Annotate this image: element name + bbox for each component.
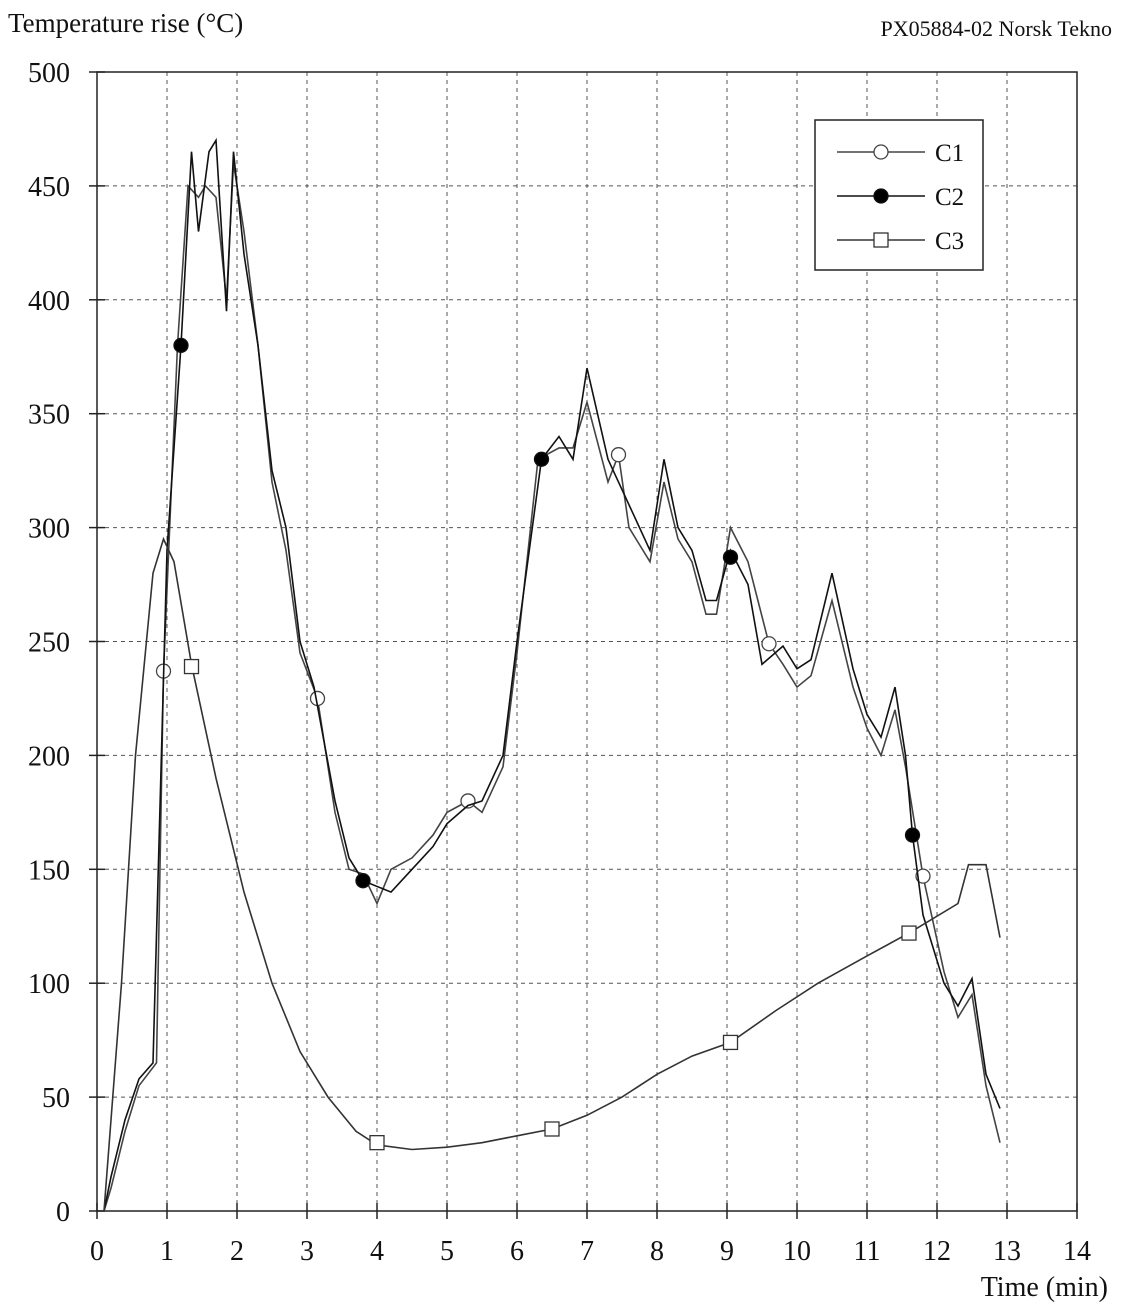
x-tick-label: 11 bbox=[854, 1236, 881, 1267]
y-tick-label: 300 bbox=[28, 514, 70, 545]
marker bbox=[915, 868, 931, 884]
y-tick-label: 100 bbox=[28, 969, 70, 1000]
marker bbox=[904, 827, 921, 843]
plot-frame bbox=[96, 71, 1078, 1212]
x-tick-label: 5 bbox=[440, 1236, 454, 1267]
x-tick-label: 13 bbox=[993, 1236, 1021, 1267]
chart-subtitle: PX05884-02 Norsk Tekno bbox=[881, 16, 1113, 41]
x-axis-label: Time (min) bbox=[981, 1272, 1108, 1303]
x-tick-label: 10 bbox=[783, 1236, 811, 1267]
legend-marker bbox=[873, 188, 889, 204]
x-tick-label: 2 bbox=[230, 1236, 244, 1267]
y-tick-label: 0 bbox=[56, 1197, 70, 1228]
series-line bbox=[103, 536, 1001, 1212]
x-tick-label: 9 bbox=[720, 1236, 734, 1267]
legend-box bbox=[814, 119, 984, 271]
marker bbox=[355, 873, 371, 889]
y-tick-label: 150 bbox=[28, 855, 70, 886]
y-tick-label: 500 bbox=[28, 58, 70, 89]
marker bbox=[369, 1135, 385, 1151]
marker bbox=[901, 925, 917, 941]
legend-label: C1 bbox=[935, 140, 964, 167]
x-tick-label: 7 bbox=[580, 1236, 594, 1267]
legend-marker bbox=[873, 144, 889, 160]
legend-marker bbox=[873, 232, 889, 248]
x-tick-label: 6 bbox=[510, 1236, 524, 1267]
marker bbox=[533, 451, 550, 467]
marker bbox=[761, 636, 777, 652]
marker bbox=[183, 658, 200, 675]
marker bbox=[722, 1034, 739, 1051]
x-tick-label: 8 bbox=[650, 1236, 664, 1267]
marker bbox=[544, 1121, 560, 1137]
marker bbox=[173, 337, 189, 354]
series-line bbox=[103, 137, 1001, 1212]
y-tick-label: 350 bbox=[28, 400, 70, 431]
legend-label: C3 bbox=[935, 228, 964, 255]
y-tick-label: 400 bbox=[28, 286, 70, 317]
x-tick-label: 1 bbox=[160, 1236, 174, 1267]
y-tick-label: 200 bbox=[28, 741, 70, 772]
marker bbox=[722, 549, 739, 565]
x-tick-label: 12 bbox=[923, 1236, 951, 1267]
y-tick-label: 50 bbox=[42, 1083, 70, 1114]
y-tick-label: 450 bbox=[28, 172, 70, 203]
chart-title: Temperature rise (°C) bbox=[8, 8, 243, 38]
legend-label: C2 bbox=[935, 184, 964, 211]
series-line bbox=[103, 162, 1001, 1212]
x-tick-label: 3 bbox=[300, 1236, 314, 1267]
x-tick-label: 0 bbox=[90, 1236, 104, 1267]
marker bbox=[610, 447, 627, 463]
x-tick-label: 14 bbox=[1063, 1236, 1091, 1267]
y-tick-label: 250 bbox=[28, 628, 70, 659]
x-tick-label: 4 bbox=[370, 1236, 384, 1267]
